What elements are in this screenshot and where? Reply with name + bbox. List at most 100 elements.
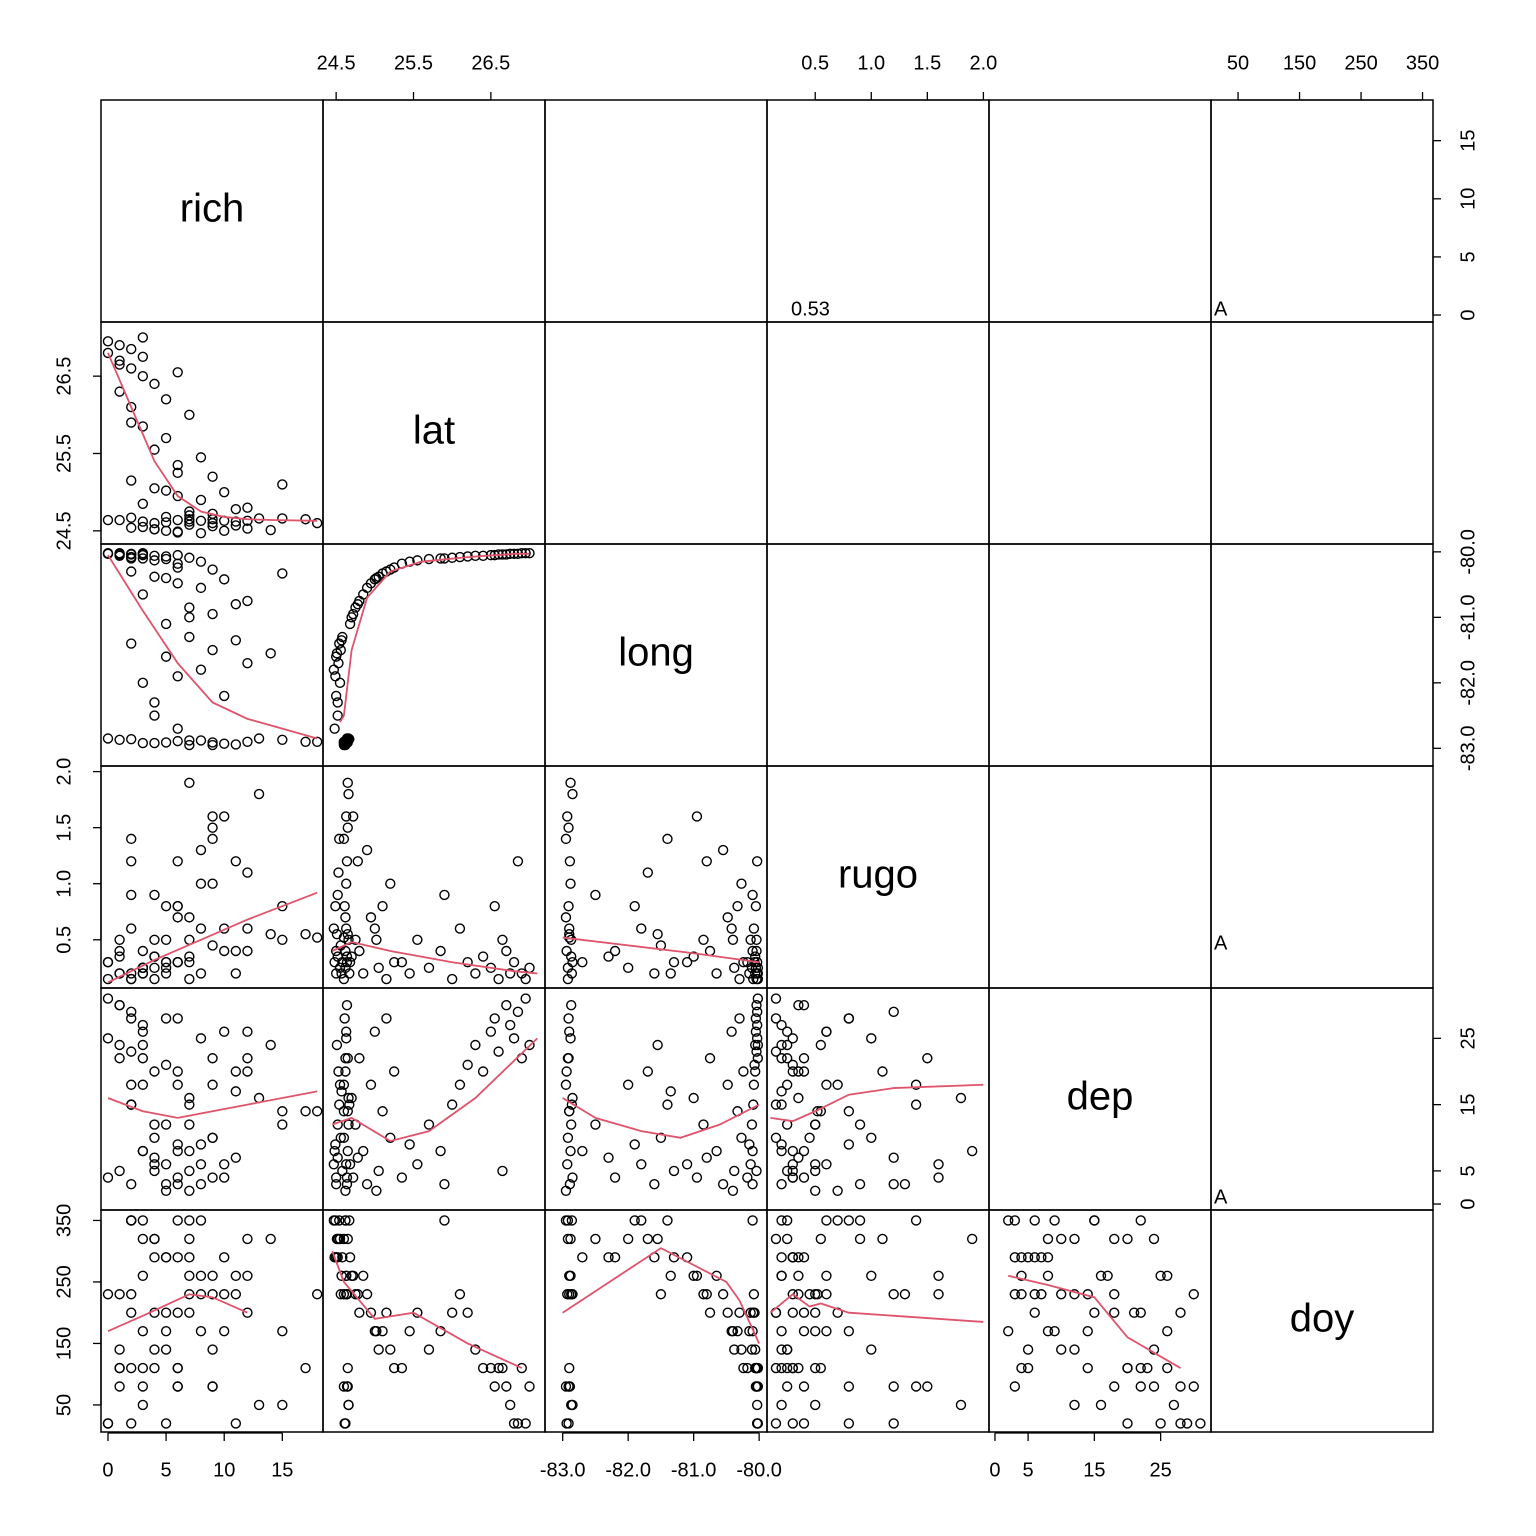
point [1069, 1344, 1080, 1355]
point [793, 1092, 804, 1104]
point [691, 1172, 703, 1183]
point [497, 1165, 508, 1177]
point [1142, 1362, 1153, 1374]
point [508, 1033, 520, 1044]
point [512, 1006, 524, 1018]
point [1195, 1418, 1206, 1429]
point [338, 932, 350, 943]
point [810, 1119, 821, 1130]
point [339, 1013, 350, 1024]
point [300, 736, 311, 747]
point [102, 973, 114, 985]
point [752, 973, 764, 985]
point [160, 618, 172, 630]
point [787, 1033, 798, 1044]
point [333, 1066, 344, 1077]
point [242, 867, 253, 878]
point [524, 1381, 535, 1392]
point [665, 968, 676, 979]
point [388, 1362, 400, 1374]
point [1016, 1270, 1027, 1282]
point [776, 1019, 787, 1031]
point [172, 526, 183, 537]
point [172, 1145, 183, 1157]
point [736, 1132, 747, 1143]
point [1042, 1252, 1054, 1263]
point [332, 889, 343, 901]
point [562, 1132, 574, 1143]
point [609, 1252, 621, 1263]
point [149, 697, 160, 708]
point [172, 562, 183, 573]
point [329, 1145, 340, 1157]
point [207, 1344, 218, 1355]
point [933, 1159, 944, 1170]
point [219, 486, 230, 498]
point [609, 945, 621, 957]
point [477, 951, 489, 962]
point [350, 934, 361, 945]
point [184, 1185, 195, 1196]
panel [766, 99, 990, 323]
point [342, 1362, 353, 1374]
y-tick-label: 250 [53, 1265, 75, 1298]
point [662, 1099, 673, 1110]
point [866, 1344, 877, 1355]
point [160, 1307, 172, 1318]
panel [100, 1209, 324, 1433]
point [184, 1145, 195, 1157]
point [126, 1307, 137, 1318]
point [377, 1325, 388, 1337]
panel [988, 543, 1212, 767]
point [729, 962, 740, 974]
point [114, 1289, 125, 1300]
point [137, 351, 149, 363]
point [195, 1178, 207, 1190]
point [567, 1399, 578, 1411]
point [560, 1215, 572, 1226]
point [810, 1185, 821, 1196]
point [149, 1159, 160, 1170]
point [207, 822, 218, 833]
point [668, 1165, 680, 1177]
point [149, 1165, 160, 1177]
point [207, 811, 218, 822]
point [747, 1178, 758, 1190]
panel [544, 765, 768, 989]
point [787, 1165, 798, 1177]
point [195, 735, 207, 746]
point [751, 1399, 763, 1411]
point [219, 945, 230, 957]
point [776, 1053, 787, 1064]
point [910, 1215, 922, 1226]
point [1175, 1307, 1186, 1318]
point [629, 1215, 640, 1226]
point [603, 1152, 614, 1163]
point [126, 1079, 137, 1090]
panel [1210, 1209, 1434, 1433]
point [338, 973, 350, 985]
smooth-line [107, 891, 318, 984]
point [219, 1026, 230, 1037]
point [1082, 1362, 1093, 1374]
point [358, 1145, 369, 1157]
point [126, 417, 137, 428]
point [253, 1399, 265, 1411]
point [160, 432, 172, 444]
point [354, 1053, 365, 1064]
point [195, 527, 207, 539]
point [1069, 1399, 1080, 1411]
point [622, 962, 634, 974]
panel [1210, 987, 1434, 1211]
point [729, 1165, 740, 1177]
point [137, 553, 149, 564]
point [149, 555, 160, 566]
smooth-line [331, 1250, 523, 1369]
point [126, 343, 137, 355]
point [877, 1233, 888, 1245]
point [344, 957, 356, 968]
point [564, 1362, 575, 1374]
point [910, 1079, 922, 1090]
panel [988, 99, 1212, 323]
point [219, 1252, 230, 1263]
